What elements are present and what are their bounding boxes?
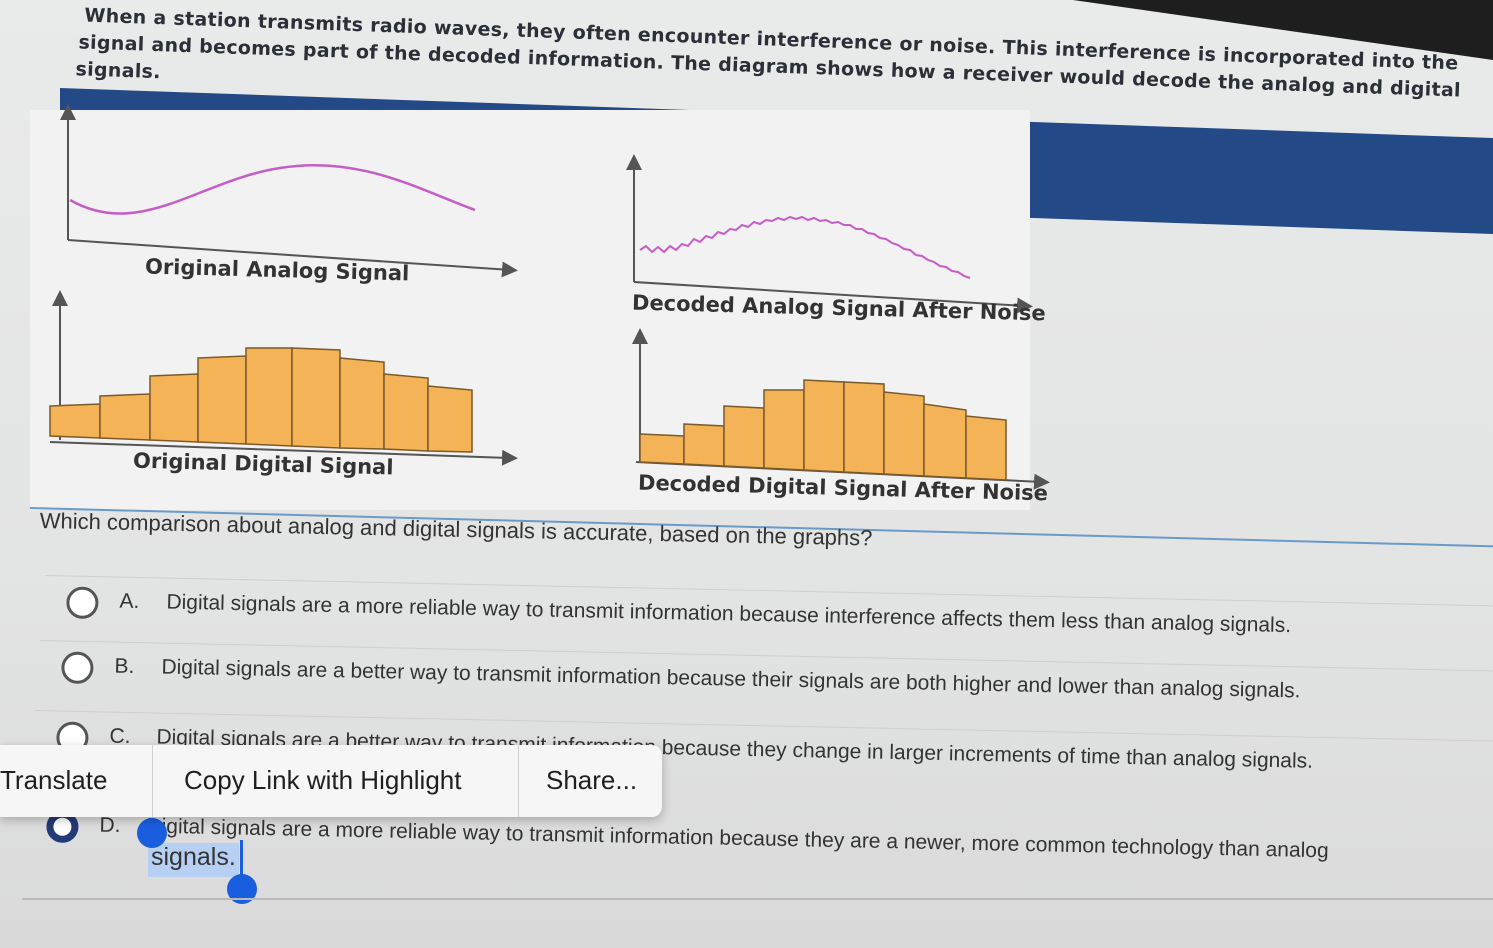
selection-start-handle[interactable] [137, 818, 167, 848]
original-digital-bar [197, 355, 247, 445]
option-letter: D. [99, 813, 121, 838]
share-button[interactable]: Share... [546, 765, 638, 795]
copy-link-highlight-button[interactable]: Copy Link with Highlight [184, 765, 462, 795]
original-digital-bar [149, 373, 199, 443]
decoded-digital-bar [803, 379, 845, 473]
decoded-digital-bar [639, 433, 685, 465]
original-digital-bar [427, 385, 473, 453]
selected-text[interactable]: signals. [148, 843, 239, 877]
decoded-analog-wave [639, 215, 971, 279]
selection-context-menu: Translate Copy Link with Highlight Share… [0, 745, 662, 817]
decoded-digital-bar [763, 389, 805, 471]
decoded-digital-bar [923, 403, 967, 479]
original-digital-bar [49, 403, 101, 439]
decoded-digital-bar [965, 415, 1007, 481]
original-analog-wave [69, 163, 476, 215]
original-digital-graph [49, 290, 518, 466]
decoded-digital-bar [843, 381, 885, 475]
decoded-analog-graph [626, 154, 1033, 314]
menu-separator [152, 745, 153, 817]
original-digital-bar [99, 393, 151, 441]
decoded-digital-bar [683, 423, 725, 467]
original-digital-bar [291, 347, 341, 449]
decoded-digital-bar [723, 405, 765, 469]
option-letter: A. [119, 589, 140, 613]
option-letter: B. [114, 654, 135, 678]
decoded-digital-graph [632, 328, 1050, 490]
original-analog-graph [60, 104, 518, 278]
decoded-digital-bar [883, 391, 925, 477]
radio-button-b[interactable] [61, 651, 94, 685]
radio-button-a[interactable] [66, 586, 99, 620]
text-caret [240, 840, 243, 880]
option-text: Digital signals are a better way to tran… [161, 655, 1301, 703]
original-digital-bar [245, 347, 293, 447]
option-text: Digital signals are a more reliable way … [166, 590, 1292, 638]
original-digital-bar [383, 373, 429, 452]
original-digital-bar [339, 357, 385, 450]
translate-button[interactable]: Translate [0, 765, 108, 795]
menu-separator [518, 745, 519, 817]
bottom-divider [22, 898, 1493, 900]
dark-corner [1073, 0, 1493, 60]
